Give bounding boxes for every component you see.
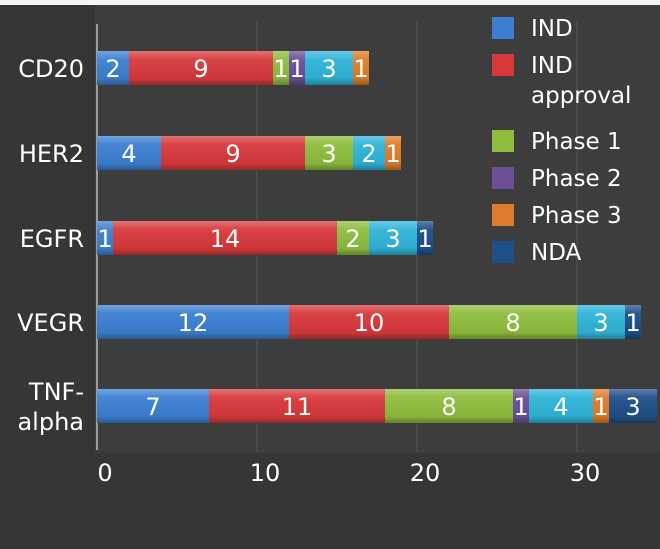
legend-swatch [492, 54, 514, 76]
data-label: 10 [354, 309, 385, 337]
data-label: 1 [289, 55, 304, 83]
data-label: 3 [385, 225, 400, 253]
bar-segment-shading [97, 51, 129, 85]
top-border [0, 0, 660, 5]
data-label: 9 [225, 140, 240, 168]
bar-segment-shading [609, 389, 657, 423]
bar-segment-shading [273, 51, 289, 85]
bar-segment-shading [449, 305, 577, 339]
category-label: HER2 [19, 140, 84, 168]
data-label: 7 [145, 393, 160, 421]
bar-segment-shading [129, 51, 273, 85]
bar-segment-shading [625, 305, 641, 339]
data-label: 1 [97, 225, 112, 253]
data-label: 3 [625, 393, 640, 421]
bar-segment-shading [385, 389, 513, 423]
data-label: 2 [105, 55, 120, 83]
bar-segment-shading [97, 305, 289, 339]
bar-segment-shading [529, 389, 593, 423]
bar-segment-shading [513, 389, 529, 423]
bar-segment-shading [97, 221, 113, 255]
category-label: VEGR [17, 309, 84, 337]
bar-segment-shading [577, 305, 625, 339]
bar-segment-shading [289, 51, 305, 85]
category-label: CD20 [18, 55, 84, 83]
data-label: 3 [593, 309, 608, 337]
legend-swatch [492, 17, 514, 39]
data-label: 1 [353, 55, 368, 83]
legend-label: Phase 2 [531, 166, 622, 192]
data-label: 8 [505, 309, 520, 337]
data-label: 1 [593, 393, 608, 421]
bar-segment-shading [417, 221, 433, 255]
bar-segment-shading [305, 136, 353, 170]
legend-label: NDA [531, 240, 582, 266]
bar-segment-shading [593, 389, 609, 423]
data-label: 9 [193, 55, 208, 83]
data-label: 8 [441, 393, 456, 421]
legend-swatch [492, 241, 514, 263]
bar-segment-shading [161, 136, 305, 170]
bar-segment-shading [289, 305, 449, 339]
data-label: 11 [282, 393, 313, 421]
legend-swatch [492, 167, 514, 189]
data-label: 4 [121, 140, 136, 168]
bar-segment-shading [97, 136, 161, 170]
data-label: 1 [625, 309, 640, 337]
bar-segment-shading [113, 221, 337, 255]
data-label: 1 [513, 393, 528, 421]
bar-segment-shading [305, 51, 353, 85]
legend-label: Phase 3 [531, 203, 622, 229]
data-label: 3 [321, 55, 336, 83]
bar-segment-shading [353, 136, 385, 170]
data-label: 1 [273, 55, 288, 83]
data-label: 2 [361, 140, 376, 168]
x-tick-label: 0 [97, 459, 112, 487]
legend-label: Phase 1 [531, 129, 622, 155]
bar-segment-shading [97, 389, 209, 423]
category-label: TNF-alpha [17, 378, 84, 436]
bar-segment-shading [337, 221, 369, 255]
data-label: 12 [178, 309, 209, 337]
category-label: EGFR [20, 225, 84, 253]
legend-label: IND approval [531, 53, 631, 109]
data-label: 14 [210, 225, 241, 253]
x-tick-label: 20 [410, 459, 441, 487]
legend-swatch [492, 204, 514, 226]
bar-segment-shading [353, 51, 369, 85]
data-label: 1 [385, 140, 400, 168]
bar-segment-shading [369, 221, 417, 255]
x-tick-label: 10 [250, 459, 281, 487]
bar-segment-shading [385, 136, 401, 170]
data-label: 4 [553, 393, 568, 421]
data-label: 2 [345, 225, 360, 253]
legend-swatch [492, 130, 514, 152]
data-label: 1 [417, 225, 432, 253]
bar-segment-shading [209, 389, 385, 423]
legend-label: IND [531, 16, 573, 42]
x-tick-label: 30 [570, 459, 601, 487]
data-label: 3 [321, 140, 336, 168]
